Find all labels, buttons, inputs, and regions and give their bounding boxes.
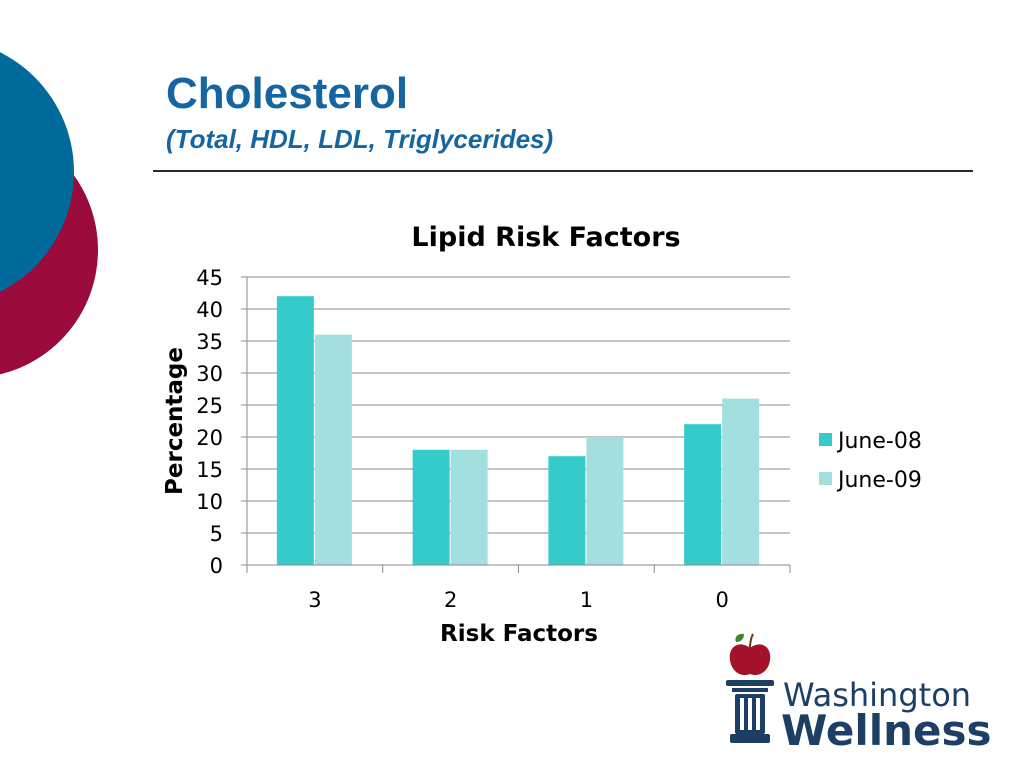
legend-swatch	[819, 472, 832, 485]
x-axis-label: Risk Factors	[440, 621, 598, 647]
y-tick-label: 30	[196, 362, 223, 386]
decorative-circles	[0, 52, 98, 375]
x-axis-ticks: 3 2 1 0	[246, 565, 791, 612]
apple-icon	[729, 633, 771, 676]
legend-label: June-09	[836, 468, 922, 493]
y-tick-label: 20	[196, 426, 223, 450]
page-subtitle: (Total, HDL, LDL, Triglycerides)	[166, 124, 554, 154]
y-tick-label: 5	[210, 522, 223, 546]
title-divider	[153, 170, 973, 172]
y-tick-label: 35	[196, 330, 223, 354]
legend-swatch	[819, 433, 832, 446]
x-tick-label: 1	[580, 588, 593, 612]
x-tick-label: 2	[444, 588, 457, 612]
bar	[450, 449, 488, 565]
chart-bars	[276, 296, 760, 565]
blue-circle	[0, 52, 74, 292]
y-tick-label: 0	[210, 554, 223, 578]
y-tick-label: 10	[196, 490, 223, 514]
y-tick-label: 25	[196, 394, 223, 418]
x-tick-label: 3	[308, 588, 321, 612]
bar	[722, 398, 760, 565]
y-tick-label: 40	[196, 298, 223, 322]
y-tick-label: 45	[196, 266, 223, 290]
y-axis-label: Percentage	[162, 347, 188, 495]
chart-legend: June-08 June-09	[819, 429, 922, 493]
bar	[548, 456, 586, 565]
bar	[586, 437, 624, 565]
washington-wellness-logo-mark	[726, 633, 774, 743]
bar	[314, 334, 352, 565]
page-title: Cholesterol	[166, 69, 409, 118]
legend-label: June-08	[836, 429, 922, 454]
bar	[276, 296, 314, 565]
bar	[412, 449, 450, 565]
logo-text-wellness: Wellness	[781, 706, 992, 755]
y-tick-label: 15	[196, 458, 223, 482]
x-tick-label: 0	[715, 588, 728, 612]
bar	[684, 424, 722, 565]
chart-title: Lipid Risk Factors	[411, 222, 680, 253]
logo-text-washington: Washington	[783, 676, 972, 714]
y-axis-ticks: 0 5 10 15 20 25 30 35 40 45	[196, 266, 247, 578]
